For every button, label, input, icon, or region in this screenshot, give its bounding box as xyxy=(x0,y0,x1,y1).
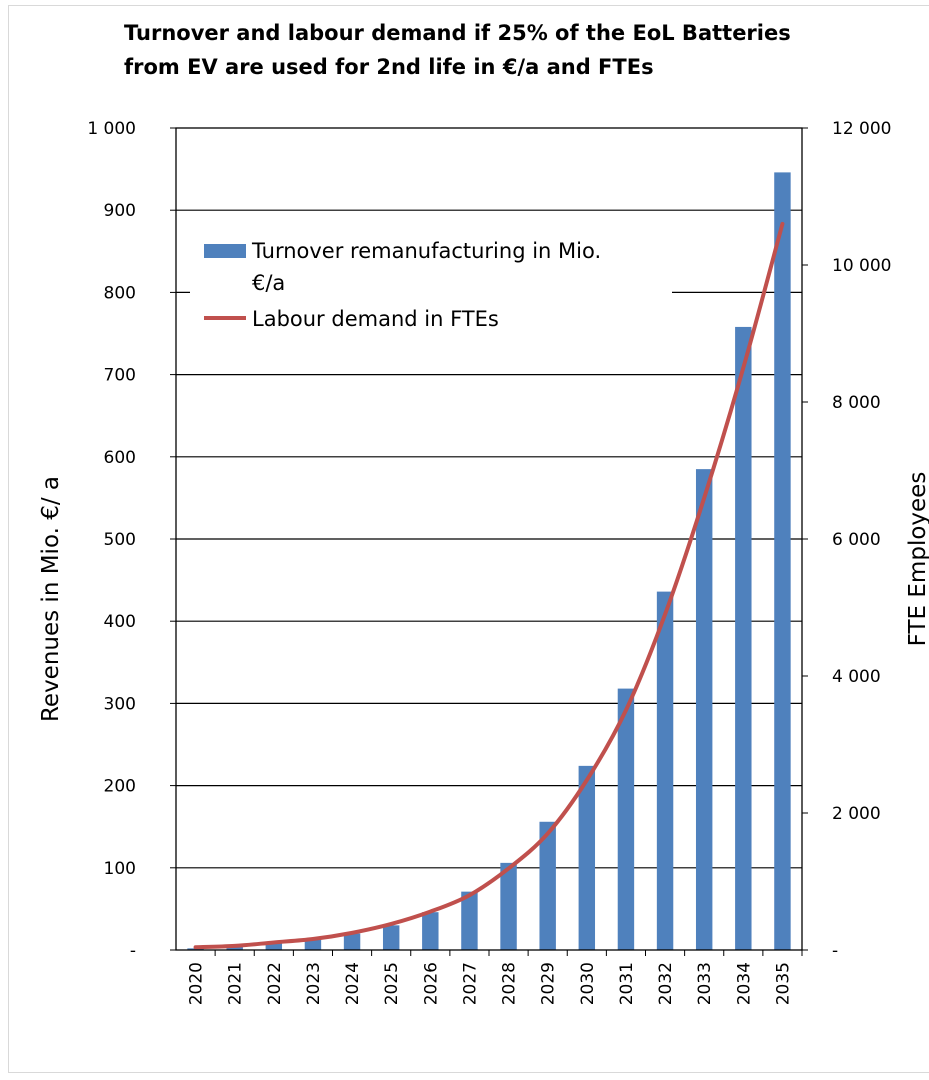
bar xyxy=(500,862,517,950)
axes: - 100 200 300 400 500 600 700 800 900 1 000 - 2 000 4… xyxy=(38,119,929,1005)
y-tick-label: 500 xyxy=(104,530,136,550)
x-tick-label: 2028 xyxy=(500,962,520,1005)
bar xyxy=(578,765,596,950)
labour-demand-line xyxy=(193,221,785,950)
legend-label-line: Turnover remanufacturing in Mio. xyxy=(251,239,601,263)
bar xyxy=(656,591,674,950)
y-tick-label: 800 xyxy=(104,283,136,303)
y-tick-label: 300 xyxy=(104,694,136,714)
chart-frame xyxy=(8,5,929,1073)
x-tick-label: 2025 xyxy=(382,962,402,1005)
bar xyxy=(343,933,361,950)
line-series xyxy=(193,221,785,950)
y-tick-label: 700 xyxy=(104,366,136,386)
x-tick-label: 2032 xyxy=(656,962,676,1005)
y2-tick-label: 4 000 xyxy=(832,667,881,687)
bar xyxy=(461,891,478,950)
bar xyxy=(774,172,791,950)
x-tick-label: 2022 xyxy=(265,962,285,1005)
x-tick-label: 2033 xyxy=(695,962,715,1005)
bar xyxy=(695,469,713,950)
x-tick-label: 2031 xyxy=(617,962,637,1005)
y2-tick-label: - xyxy=(832,941,838,961)
legend-bar-swatch xyxy=(204,244,246,258)
y-tick-label: - xyxy=(130,941,136,961)
y-tick-label: 100 xyxy=(104,859,136,879)
y-tick-label: 200 xyxy=(104,777,136,797)
legend-label-line: €/a xyxy=(252,271,285,295)
legend-box xyxy=(190,228,672,338)
y-tick-label: 400 xyxy=(104,612,136,632)
y2-axis-title: FTE Employees xyxy=(905,472,929,647)
bar xyxy=(539,821,556,950)
y-tick-label: 900 xyxy=(104,201,136,221)
x-tick-label: 2034 xyxy=(734,962,754,1005)
legend-label-labour: Labour demand in FTEs xyxy=(252,307,499,331)
y-tick-label: 600 xyxy=(104,448,136,468)
x-tick-label: 2035 xyxy=(773,962,793,1005)
y2-tick-label: 6 000 xyxy=(832,530,881,550)
x-tick-label: 2027 xyxy=(460,962,480,1005)
chart-title: Turnover and labour demand if 25% of the… xyxy=(124,21,791,79)
bar xyxy=(304,939,322,950)
bar xyxy=(382,925,400,950)
bar xyxy=(422,912,439,950)
bar xyxy=(617,688,635,950)
y2-tick-label: 10 000 xyxy=(832,256,891,276)
x-tick-label: 2021 xyxy=(226,962,246,1005)
y2-tick-label: 2 000 xyxy=(832,804,881,824)
x-tick-label: 2024 xyxy=(343,962,363,1005)
x-tick-label: 2020 xyxy=(187,962,207,1005)
x-tick-label: 2026 xyxy=(421,962,441,1005)
x-tick-label: 2029 xyxy=(539,962,559,1005)
y-axis-title: Revenues in Mio. €/ a xyxy=(38,476,64,722)
y-tick-label: 1 000 xyxy=(87,119,136,139)
x-tick-label: 2023 xyxy=(304,962,324,1005)
y2-tick-label: 8 000 xyxy=(832,393,881,413)
legend: Turnover remanufacturing in Mio. €/a Labou… xyxy=(190,228,672,338)
legend-label-turnover: Turnover remanufacturing in Mio. €/a xyxy=(251,239,601,295)
x-tick-label: 2030 xyxy=(578,962,598,1005)
bar xyxy=(265,942,283,950)
bar xyxy=(226,945,243,950)
bar-series xyxy=(187,172,791,950)
y2-tick-label: 12 000 xyxy=(832,119,891,139)
bar xyxy=(735,326,752,950)
